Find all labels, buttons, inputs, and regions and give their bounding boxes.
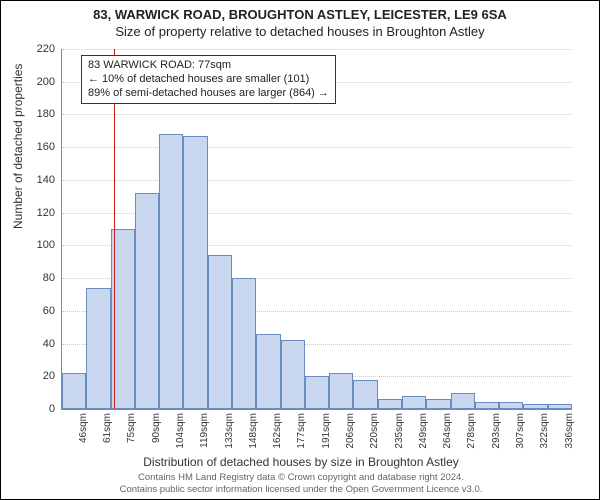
histogram-bar xyxy=(451,393,475,409)
histogram-bar xyxy=(402,396,426,409)
histogram-bar xyxy=(159,134,183,409)
xtick-label: 104sqm xyxy=(175,413,186,449)
xtick-label: 162sqm xyxy=(272,413,283,449)
footer-line-1: Contains HM Land Registry data © Crown c… xyxy=(1,472,600,483)
xtick-label: 336sqm xyxy=(564,413,575,449)
chart-container: 83, WARWICK ROAD, BROUGHTON ASTLEY, LEIC… xyxy=(0,0,600,500)
xtick-label: 61sqm xyxy=(102,413,113,443)
xtick-label: 119sqm xyxy=(199,413,210,448)
histogram-bar xyxy=(475,402,499,409)
ytick-label: 120 xyxy=(25,207,55,219)
xtick-label: 177sqm xyxy=(296,413,307,449)
ytick-label: 60 xyxy=(25,305,55,317)
xtick-label: 322sqm xyxy=(539,413,550,449)
page-subtitle: Size of property relative to detached ho… xyxy=(1,24,599,39)
ytick-label: 0 xyxy=(25,403,55,415)
gridline xyxy=(62,114,572,115)
histogram-bar xyxy=(378,399,402,409)
histogram-bar xyxy=(499,402,523,409)
histogram-bar xyxy=(135,193,159,409)
footer: Contains HM Land Registry data © Crown c… xyxy=(1,472,600,495)
xtick-label: 249sqm xyxy=(418,413,429,449)
xtick-label: 235sqm xyxy=(394,413,405,449)
histogram-bar xyxy=(256,334,280,409)
gridline xyxy=(62,180,572,181)
page-title: 83, WARWICK ROAD, BROUGHTON ASTLEY, LEIC… xyxy=(1,7,599,22)
gridline xyxy=(62,147,572,148)
y-axis-label: Number of detached properties xyxy=(11,64,25,229)
histogram-bar xyxy=(523,404,547,409)
xtick-label: 191sqm xyxy=(321,413,332,449)
xtick-label: 90sqm xyxy=(151,413,162,443)
histogram-bar xyxy=(426,399,450,409)
ytick-label: 100 xyxy=(25,239,55,251)
ytick-label: 140 xyxy=(25,174,55,186)
histogram-bar xyxy=(62,373,86,409)
info-box: 83 WARWICK ROAD: 77sqm ← 10% of detached… xyxy=(81,55,336,104)
ytick-label: 80 xyxy=(25,272,55,284)
gridline xyxy=(62,49,572,50)
xtick-label: 133sqm xyxy=(224,413,235,449)
ytick-label: 200 xyxy=(25,76,55,88)
info-line-3: 89% of semi-detached houses are larger (… xyxy=(88,87,329,101)
histogram-bar xyxy=(353,380,377,409)
xtick-label: 293sqm xyxy=(491,413,502,449)
xtick-label: 206sqm xyxy=(345,413,356,449)
xtick-label: 220sqm xyxy=(369,413,380,449)
histogram-bar xyxy=(329,373,353,409)
ytick-label: 40 xyxy=(25,338,55,350)
histogram-bar xyxy=(548,404,572,409)
footer-line-2: Contains public sector information licen… xyxy=(1,484,600,495)
xtick-label: 307sqm xyxy=(515,413,526,449)
histogram-bar xyxy=(281,340,305,409)
ytick-label: 180 xyxy=(25,108,55,120)
histogram-bar xyxy=(208,255,232,409)
histogram-bar xyxy=(232,278,256,409)
info-line-1: 83 WARWICK ROAD: 77sqm xyxy=(88,59,329,73)
xtick-label: 75sqm xyxy=(126,413,137,443)
histogram-bar xyxy=(305,376,329,409)
ytick-label: 220 xyxy=(25,43,55,55)
histogram-bar xyxy=(183,136,207,409)
ytick-label: 160 xyxy=(25,141,55,153)
xtick-label: 264sqm xyxy=(442,413,453,449)
xtick-label: 278sqm xyxy=(466,413,477,449)
info-line-2: ← 10% of detached houses are smaller (10… xyxy=(88,73,329,87)
xtick-label: 46sqm xyxy=(78,413,89,443)
histogram-bar xyxy=(86,288,110,409)
x-axis-label: Distribution of detached houses by size … xyxy=(1,455,600,469)
xtick-label: 148sqm xyxy=(248,413,259,449)
chart-area: 46sqm61sqm75sqm90sqm104sqm119sqm133sqm14… xyxy=(61,49,571,409)
ytick-label: 20 xyxy=(25,370,55,382)
